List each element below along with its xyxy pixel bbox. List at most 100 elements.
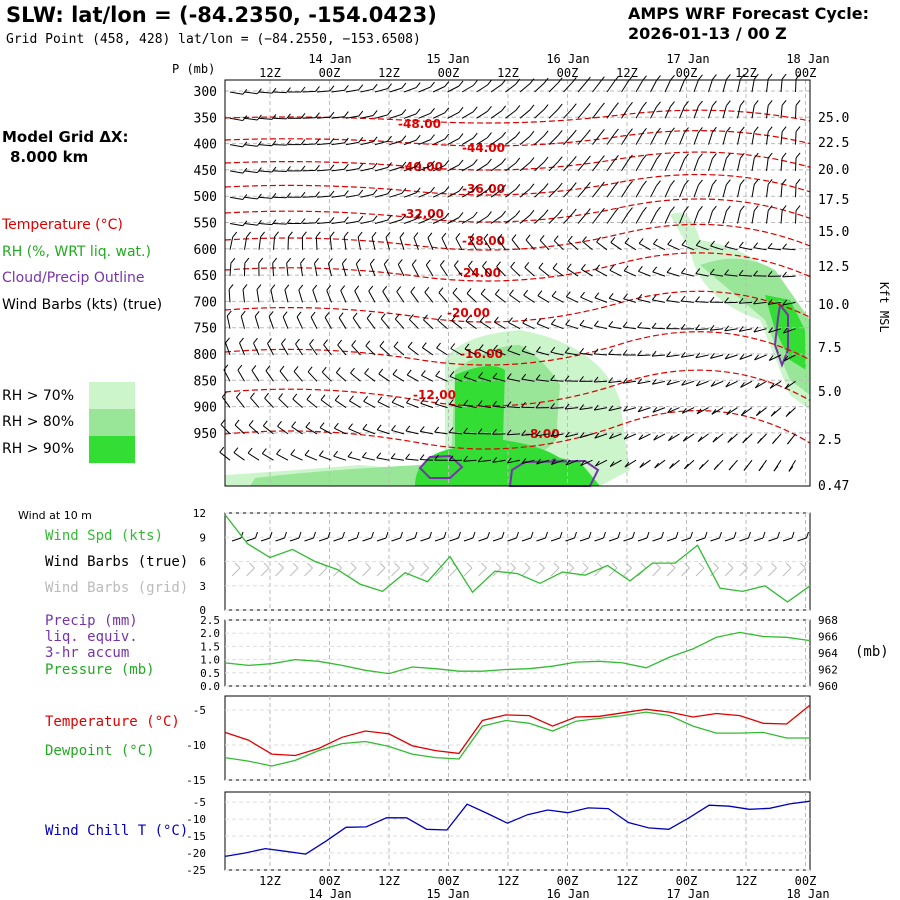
wind-barb-grid-flag xyxy=(568,562,574,569)
wind-barb-flag xyxy=(695,380,701,387)
wind-barb xyxy=(579,352,593,356)
wind-barb-flag xyxy=(638,434,644,441)
wind-barb-flag xyxy=(487,158,492,165)
wind-barb-flag xyxy=(497,233,503,240)
wind-barb-true xyxy=(681,537,691,542)
wind-barb-grid-flag xyxy=(510,562,516,569)
pressure-tick-label: 750 xyxy=(194,322,217,337)
time-tick-bottom: 12Z xyxy=(378,874,400,888)
wind-barb xyxy=(505,162,517,172)
wind-barb xyxy=(490,163,502,172)
wind-barb xyxy=(351,345,361,356)
wind-barb-flag xyxy=(711,408,717,415)
wind-barb xyxy=(519,214,531,224)
wind-barb-grid-flag xyxy=(597,562,603,569)
wind-barb-grid xyxy=(521,567,531,577)
wind-barb xyxy=(276,453,289,461)
wind-barb xyxy=(345,220,359,224)
rh90-area-bottom xyxy=(415,366,600,486)
wind-barb-true xyxy=(275,537,285,542)
wind-barb-flag xyxy=(444,160,450,166)
wind-barb-grid xyxy=(782,567,792,577)
wind-ytick: 0 xyxy=(199,604,206,617)
wind-barb xyxy=(406,402,419,409)
wind-barb-flag xyxy=(434,426,440,433)
wind-barb xyxy=(447,111,460,119)
wind-barb-flag xyxy=(366,313,372,319)
wind-barb-flag xyxy=(670,127,675,134)
wind-barb-grid-flag xyxy=(379,562,386,569)
wind-barb-flag xyxy=(698,153,703,159)
wind-barb xyxy=(738,301,753,304)
time-tick-bottom: 00Z xyxy=(795,874,817,888)
wind-barb-true xyxy=(333,537,343,542)
wind-barb xyxy=(548,135,559,145)
wind-barb-flag xyxy=(712,74,717,80)
wind-barb xyxy=(695,273,709,277)
wind-barb xyxy=(753,328,767,333)
wind-barb xyxy=(345,115,359,119)
wind-barb-true-flag xyxy=(414,531,418,539)
wind-barb xyxy=(293,371,303,382)
wind-barb-flag xyxy=(401,214,407,220)
wind-barb-flag xyxy=(492,428,497,435)
wind-barb-flag xyxy=(271,166,277,173)
wind-barb-flag xyxy=(435,370,441,377)
wind-barb-flag xyxy=(358,137,364,143)
wind-barb-flag xyxy=(343,137,349,144)
cross-section-frame xyxy=(224,79,811,487)
height-tick-label: 12.5 xyxy=(818,260,849,275)
wind-barb-flag xyxy=(543,209,549,216)
wind-barb-flag xyxy=(393,341,399,347)
pressure-tick-label: 350 xyxy=(194,111,217,126)
wind-barb-flag xyxy=(565,291,571,298)
wind-barb-flag xyxy=(535,402,541,409)
wind-barb-flag xyxy=(724,241,730,247)
wind-barb xyxy=(534,161,545,172)
wind-barb-grid xyxy=(405,567,415,577)
wind-barb xyxy=(548,108,559,119)
wind-barb xyxy=(452,292,463,303)
wind-barb-grid xyxy=(420,567,429,577)
wind-barb-flag xyxy=(557,182,563,189)
wind-barb xyxy=(551,459,564,466)
legend-precip-accum: 3-hr accum xyxy=(45,645,130,661)
wind-barb xyxy=(782,301,796,306)
wind-barb xyxy=(461,111,474,119)
wind-barb xyxy=(650,185,657,198)
wind-barb xyxy=(360,88,374,93)
wind-barb-grid xyxy=(710,567,719,577)
wind-barb-grid xyxy=(347,567,357,577)
wind-barb-flag xyxy=(286,87,291,93)
wind-barb xyxy=(693,79,699,93)
wind-barb-flag xyxy=(795,205,801,211)
wind-barb xyxy=(519,162,531,172)
wind-barb-flag xyxy=(712,100,717,107)
wind-barb-flag xyxy=(354,285,360,292)
wind-barb xyxy=(693,184,699,198)
wind-barb-flag xyxy=(449,371,455,377)
wind-barb-flag xyxy=(307,366,313,373)
wind-barb-flag xyxy=(628,180,633,187)
wind-barb-true xyxy=(753,537,764,542)
wind-barb xyxy=(536,323,550,330)
wind-barb xyxy=(405,430,419,435)
wind-barb xyxy=(681,272,695,277)
wind-barb-flag xyxy=(529,183,535,190)
wind-barb-flag xyxy=(543,183,549,189)
wind-barb xyxy=(492,459,506,463)
wind-barb-flag xyxy=(753,270,758,277)
height-tick-label: 20.0 xyxy=(818,163,849,178)
wind-barb xyxy=(310,316,318,329)
wind-barb-flag xyxy=(436,342,441,349)
wind-barb-flag xyxy=(244,257,250,264)
wind-barb-flag xyxy=(521,401,526,408)
wind-barb-flag xyxy=(301,231,307,238)
wind-barb-flag xyxy=(738,297,744,304)
wind-barb xyxy=(783,328,796,334)
wind-barb xyxy=(278,398,289,408)
wind-barb xyxy=(229,144,243,148)
wind-barb-true xyxy=(623,537,633,542)
wind-barb xyxy=(650,132,657,145)
wind-barb xyxy=(391,429,405,435)
